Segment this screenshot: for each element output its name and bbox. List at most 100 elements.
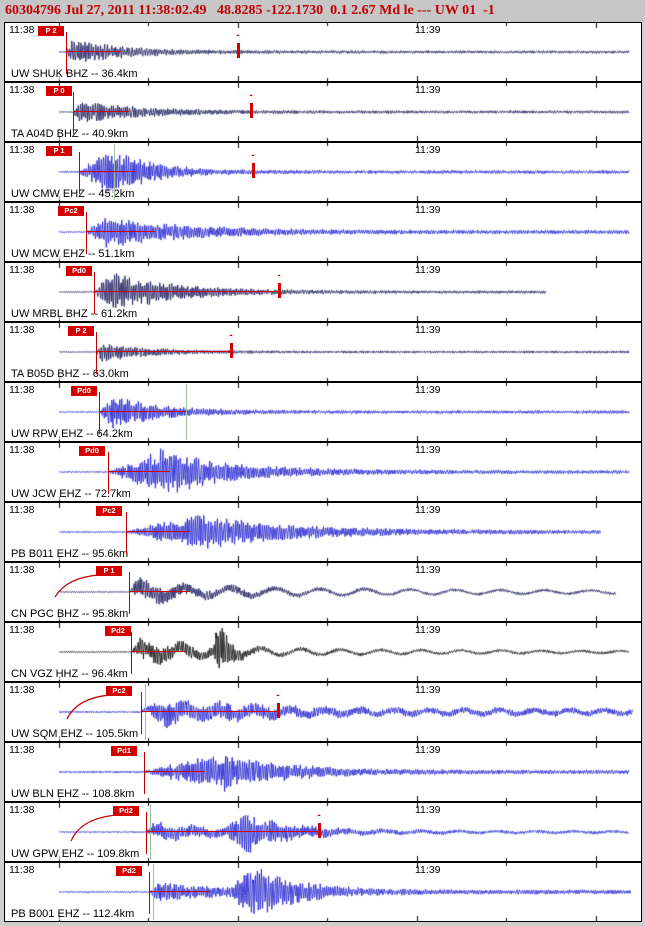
- trace-panel[interactable]: P 2 - 11:38 11:39 UW SHUK BHZ -- 36.4km: [4, 22, 642, 82]
- coda-bar: [229, 343, 233, 358]
- coda-marker[interactable]: -: [233, 31, 243, 69]
- p-pick-line[interactable]: [66, 32, 67, 74]
- p-pick-line[interactable]: [79, 152, 80, 194]
- trace-panel[interactable]: Pd0 - 11:38 11:39 UW MRBL BHZ -- 61.2km: [4, 262, 642, 322]
- trace-panel[interactable]: Pd0 11:38 11:39 UW JCW EHZ -- 72.7km: [4, 442, 642, 502]
- duration-line: [131, 651, 185, 652]
- trace-panel[interactable]: Pc2 - 11:38 11:39 UW SQM EHZ -- 105.5km: [4, 682, 642, 742]
- minute-tick-label: 11:39: [415, 324, 441, 336]
- coda-sign: -: [317, 810, 321, 821]
- coda-bar: [317, 823, 321, 838]
- p-pick-flag[interactable]: Pc2: [96, 506, 122, 516]
- minute-tick-label: 11:39: [415, 504, 441, 516]
- p-pick-flag[interactable]: Pd2: [105, 626, 131, 636]
- p-pick-line[interactable]: [86, 212, 87, 254]
- trace-panel[interactable]: Pd1 11:38 11:39 UW BLN EHZ -- 108.8km: [4, 742, 642, 802]
- station-label: PB B001 EHZ -- 112.4km: [11, 908, 135, 920]
- minute-tick-label: 11:39: [415, 444, 441, 456]
- trace-start-time: 11:38: [9, 384, 35, 396]
- coda-bar: [249, 103, 253, 118]
- minute-tick-label: 11:39: [415, 804, 441, 816]
- coda-bar: [276, 703, 280, 718]
- duration-line: [129, 591, 190, 592]
- trace-panel[interactable]: Pd2 11:38 11:39 CN VGZ HHZ -- 96.4km: [4, 622, 642, 682]
- coda-decay-curve: [54, 574, 101, 598]
- p-pick-line[interactable]: [149, 872, 150, 914]
- station-label: UW MCW EHZ -- 51.1km: [11, 248, 135, 260]
- minute-tick-label: 11:39: [415, 384, 441, 396]
- p-pick-flag[interactable]: Pc2: [106, 686, 132, 696]
- trace-start-time: 11:38: [9, 204, 35, 216]
- p-pick-line[interactable]: [108, 452, 109, 494]
- p-pick-line[interactable]: [94, 272, 95, 314]
- trace-panel[interactable]: Pc2 11:38 11:39 UW MCW EHZ -- 51.1km: [4, 202, 642, 262]
- trace-start-time: 11:38: [9, 684, 35, 696]
- trace-start-time: 11:38: [9, 504, 35, 516]
- p-pick-line[interactable]: [96, 332, 97, 374]
- coda-sign: -: [236, 30, 240, 41]
- p-pick-line[interactable]: [129, 572, 130, 614]
- trace-start-time: 11:38: [9, 144, 35, 156]
- p-pick-flag[interactable]: Pd0: [71, 386, 97, 396]
- duration-line: [149, 891, 210, 892]
- p-pick-flag[interactable]: Pd0: [66, 266, 92, 276]
- coda-decay-curve: [66, 694, 111, 720]
- trace-start-time: 11:38: [9, 324, 35, 336]
- minute-tick-label: 11:39: [415, 204, 441, 216]
- trace-panel[interactable]: Pc2 11:38 11:39 PB B011 EHZ -- 95.6km: [4, 502, 642, 562]
- p-pick-flag[interactable]: P 1: [96, 566, 122, 576]
- trace-panel[interactable]: P 0 - 11:38 11:39 TA A04D BHZ -- 40.9km: [4, 82, 642, 142]
- duration-line: [96, 351, 231, 352]
- coda-marker[interactable]: -: [246, 91, 256, 129]
- duration-line: [73, 111, 129, 112]
- p-pick-flag[interactable]: P 2: [38, 26, 64, 36]
- minute-tick-label: 11:39: [415, 144, 441, 156]
- coda-marker[interactable]: -: [273, 691, 283, 729]
- p-pick-line[interactable]: [144, 752, 145, 794]
- coda-marker[interactable]: -: [274, 271, 284, 309]
- coda-sign: -: [229, 330, 233, 341]
- p-pick-line[interactable]: [131, 632, 132, 674]
- trace-panel[interactable]: P 1 11:38 11:39 CN PGC BHZ -- 95.8km: [4, 562, 642, 622]
- coda-bar: [251, 163, 255, 178]
- p-pick-flag[interactable]: Pd2: [116, 866, 142, 876]
- p-pick-flag[interactable]: Pc2: [58, 206, 84, 216]
- p-pick-flag[interactable]: P 0: [46, 86, 72, 96]
- p-pick-flag[interactable]: Pd0: [79, 446, 105, 456]
- duration-line: [99, 411, 186, 412]
- minute-tick-label: 11:39: [415, 624, 441, 636]
- duration-line: [126, 531, 190, 532]
- p-pick-line[interactable]: [73, 92, 74, 134]
- p-pick-line[interactable]: [126, 512, 127, 554]
- p-pick-flag[interactable]: P 2: [68, 326, 94, 336]
- coda-marker[interactable]: -: [226, 331, 236, 369]
- trace-panel[interactable]: Pd0 11:38 11:39 UW RPW EHZ -- 64.2km: [4, 382, 642, 442]
- trace-panel[interactable]: P 2 - 11:38 11:39 TA B05D BHZ -- 63.0km: [4, 322, 642, 382]
- station-label: PB B011 EHZ -- 95.6km: [11, 548, 129, 560]
- minute-tick-label: 11:39: [415, 84, 441, 96]
- duration-line: [79, 171, 135, 172]
- coda-marker[interactable]: -: [248, 151, 258, 189]
- p-pick-line[interactable]: [99, 392, 100, 434]
- duration-line: [86, 231, 155, 232]
- duration-line: [144, 771, 205, 772]
- trace-panel[interactable]: Pd2 - 11:38 11:39 UW GPW EHZ -- 109.8km: [4, 802, 642, 862]
- p-pick-flag[interactable]: Pd1: [111, 746, 137, 756]
- trace-start-time: 11:38: [9, 744, 35, 756]
- p-pick-flag[interactable]: Pd2: [113, 806, 139, 816]
- p-pick-line[interactable]: [141, 692, 142, 734]
- station-label: UW SHUK BHZ -- 36.4km: [11, 68, 138, 80]
- coda-marker[interactable]: -: [314, 811, 324, 849]
- station-label: TA B05D BHZ -- 63.0km: [11, 368, 129, 380]
- station-label: UW GPW EHZ -- 109.8km: [11, 848, 140, 860]
- trace-panel[interactable]: P 1 - 11:38 11:39 UW CMW EHZ -- 45.2km: [4, 142, 642, 202]
- p-pick-line[interactable]: [146, 812, 147, 854]
- duration-line: [146, 831, 319, 832]
- trace-panel[interactable]: Pd2 11:38 11:39 PB B001 EHZ -- 112.4km: [4, 862, 642, 922]
- reference-time-line: [114, 144, 115, 200]
- trace-panel-list: P 2 - 11:38 11:39 UW SHUK BHZ -- 36.4km …: [4, 22, 642, 922]
- trace-start-time: 11:38: [9, 444, 35, 456]
- duration-line: [66, 51, 121, 52]
- p-pick-flag[interactable]: P 1: [46, 146, 72, 156]
